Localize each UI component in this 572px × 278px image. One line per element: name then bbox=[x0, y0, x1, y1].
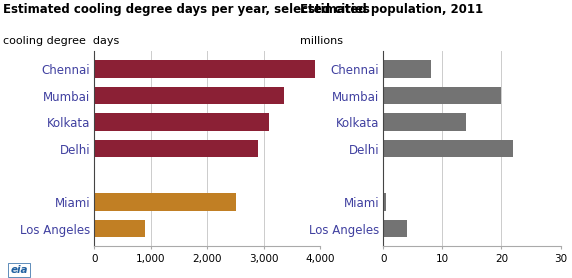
Bar bbox=[94, 113, 269, 131]
Bar bbox=[94, 60, 315, 78]
Bar bbox=[383, 60, 431, 78]
Text: Estimated cooling degree days per year, selected cities: Estimated cooling degree days per year, … bbox=[3, 3, 370, 16]
Bar bbox=[383, 220, 407, 237]
Text: cooling degree  days: cooling degree days bbox=[3, 36, 119, 46]
Text: eia: eia bbox=[10, 265, 28, 275]
Bar bbox=[383, 87, 502, 104]
Bar bbox=[94, 220, 145, 237]
Bar bbox=[94, 87, 284, 104]
Text: Estimated population, 2011: Estimated population, 2011 bbox=[300, 3, 483, 16]
Text: millions: millions bbox=[300, 36, 343, 46]
Bar bbox=[383, 140, 513, 157]
Bar bbox=[94, 193, 236, 210]
Bar bbox=[383, 193, 386, 210]
Bar bbox=[383, 113, 466, 131]
Bar bbox=[94, 140, 258, 157]
